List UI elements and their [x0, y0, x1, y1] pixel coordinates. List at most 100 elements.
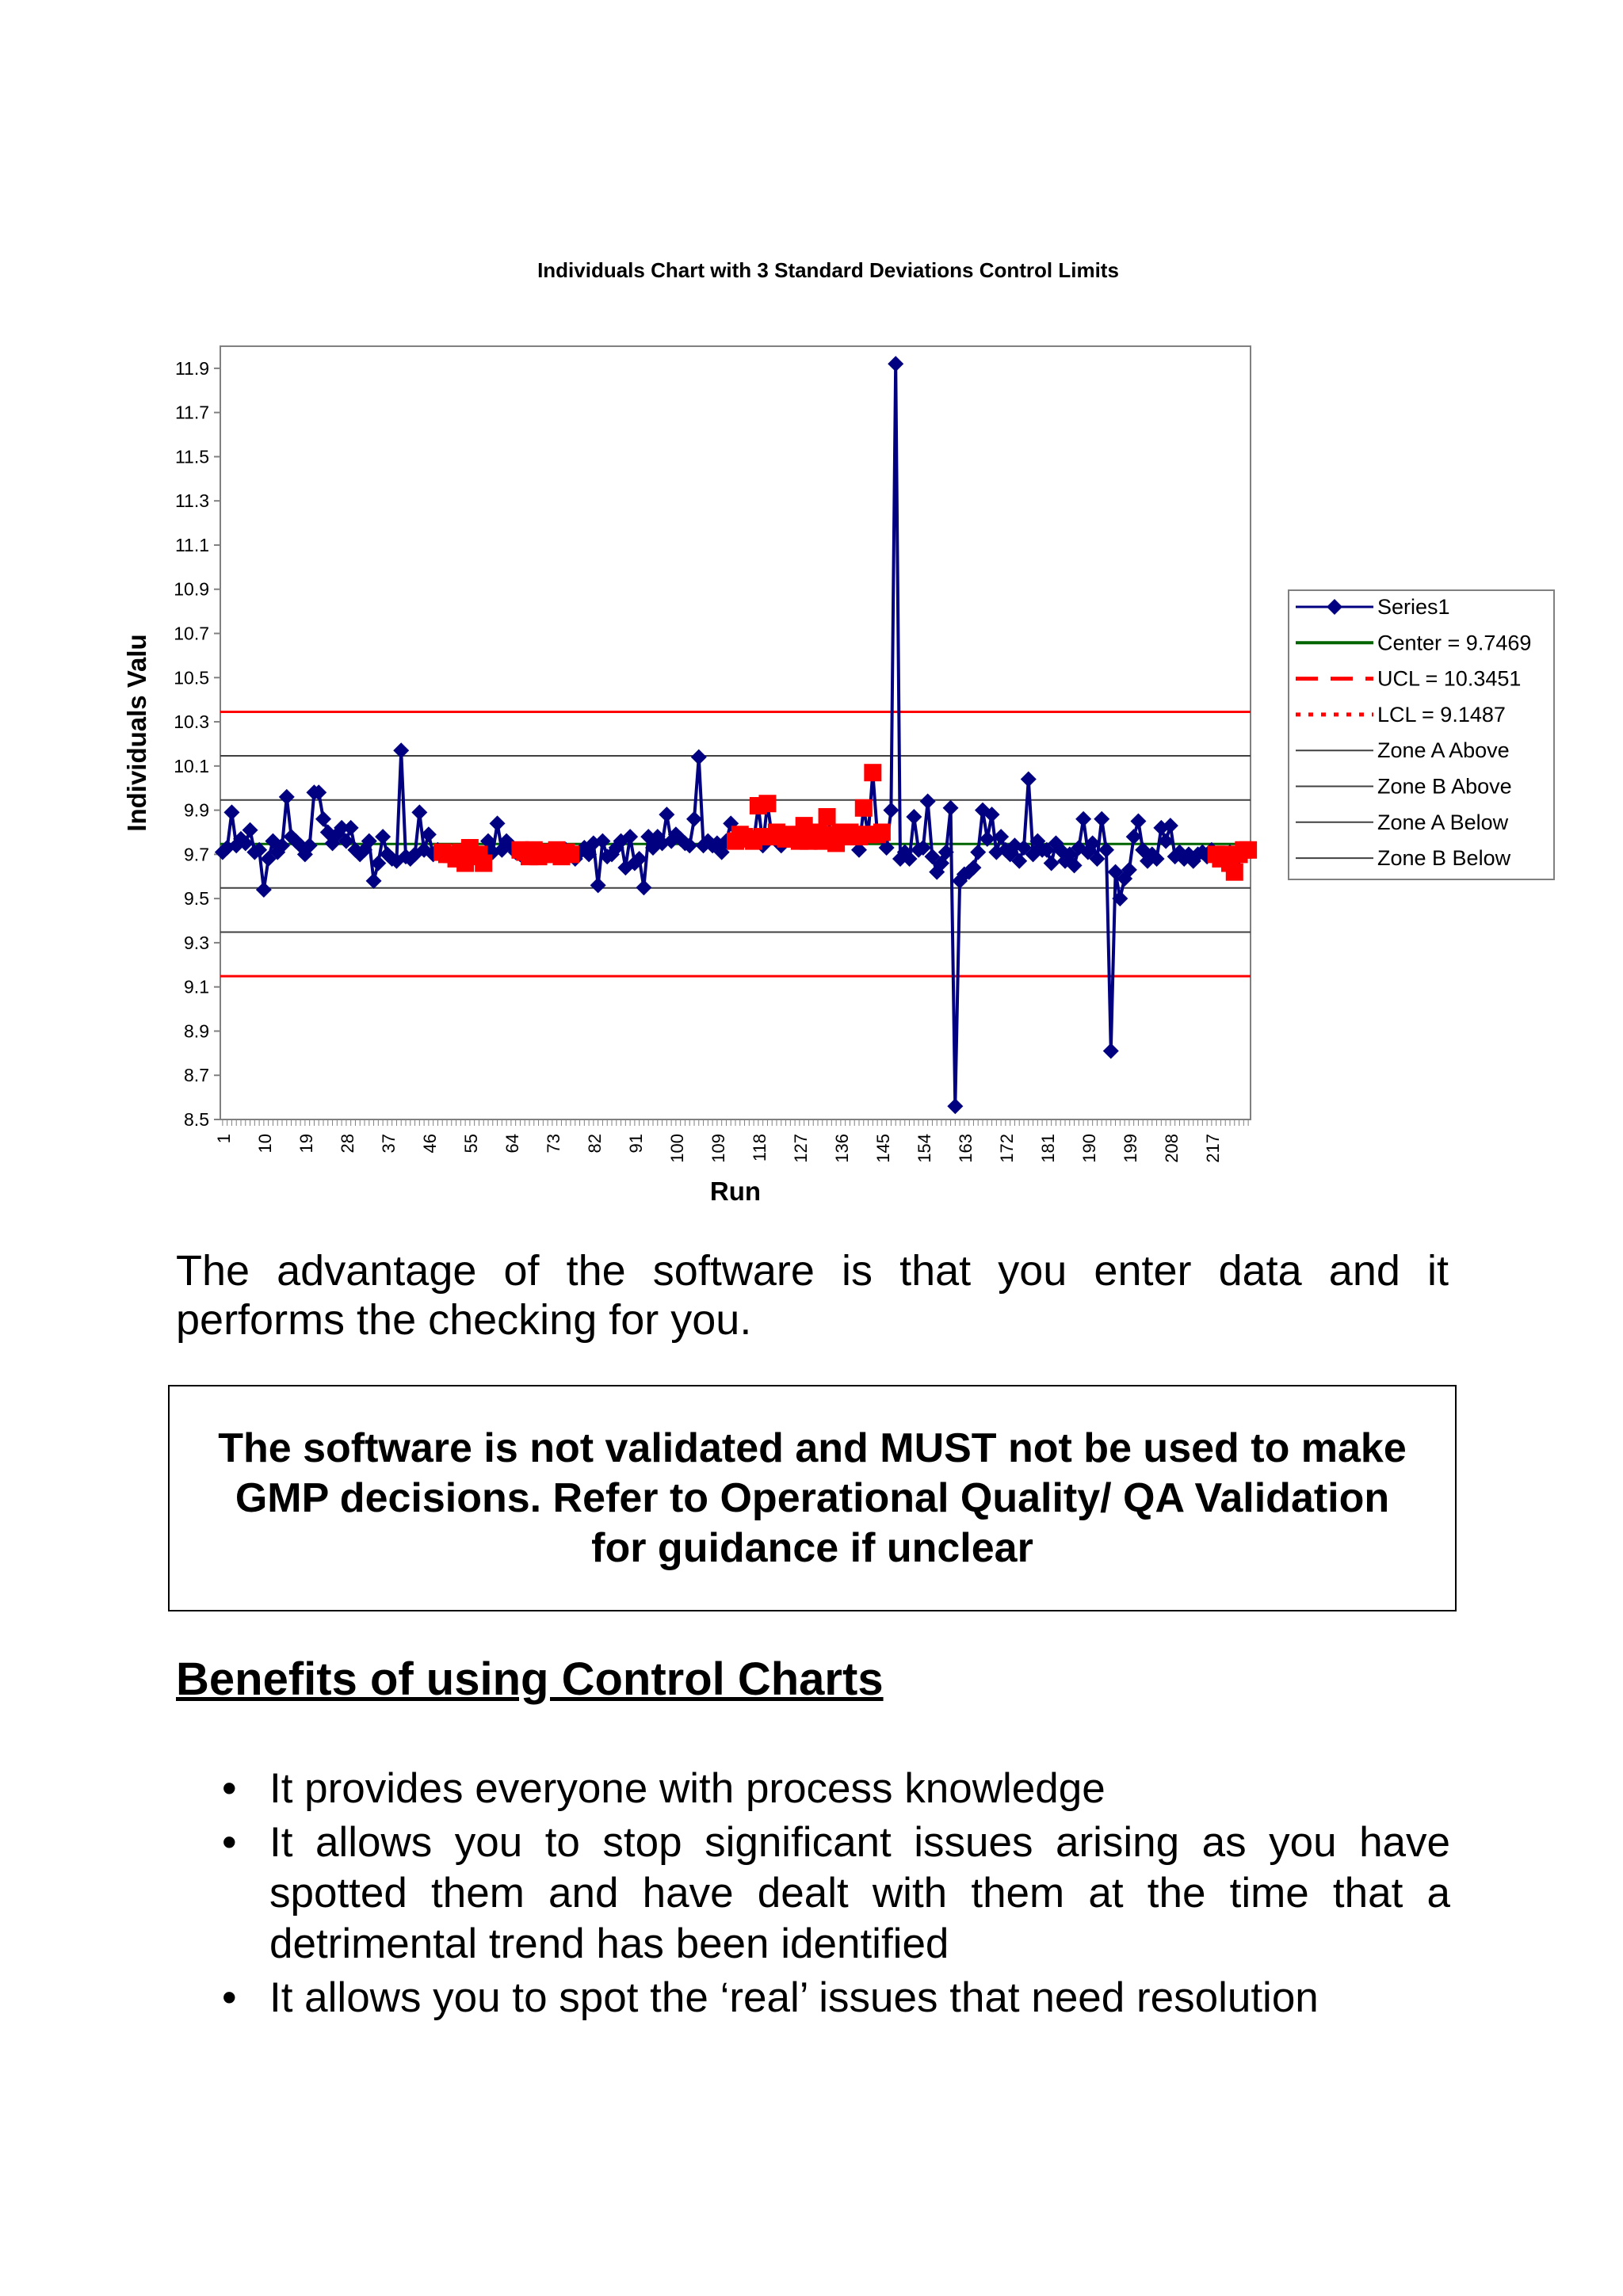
plot-area — [220, 345, 1251, 1120]
x-tick-label: 73 — [544, 1134, 563, 1153]
series1-point — [690, 749, 707, 765]
series1-point — [338, 833, 354, 849]
x-tick-label: 199 — [1121, 1134, 1140, 1163]
series1-point — [883, 802, 899, 818]
series1-point — [1148, 850, 1165, 867]
series1-point — [965, 860, 982, 876]
x-tick-label: 28 — [338, 1134, 357, 1153]
legend-label: Series1 — [1377, 595, 1450, 619]
series1-point — [915, 840, 931, 856]
validation-notice-text: The software is not validated and MUST n… — [218, 1425, 1407, 1571]
flagged-point — [873, 823, 891, 841]
series1-point — [365, 872, 382, 889]
x-tick-label: 145 — [873, 1134, 893, 1163]
bullet-icon: • — [222, 1974, 237, 2021]
series1-point — [251, 841, 268, 858]
series1-point — [255, 881, 272, 898]
flagged-point — [1239, 841, 1258, 859]
series1-point — [1130, 813, 1147, 830]
y-tick-label: 8.5 — [184, 1109, 209, 1130]
flagged-point — [562, 845, 579, 864]
list-item-text: It allows you to spot the ‘real’ issues … — [269, 1974, 1319, 2021]
series1-point — [1043, 855, 1060, 871]
y-tick-label: 11.7 — [175, 402, 209, 423]
series1-point — [334, 819, 350, 836]
series1-point — [947, 1098, 964, 1115]
series1-point — [1125, 829, 1142, 845]
series1-point — [1089, 850, 1106, 867]
series1-point — [1098, 841, 1114, 858]
series1-point — [1121, 861, 1137, 878]
series1-point — [1066, 857, 1083, 874]
series1-point — [1084, 835, 1101, 852]
series1-point — [489, 815, 506, 832]
series1-point — [594, 833, 611, 849]
series1-point — [851, 841, 867, 858]
series1-point — [622, 829, 639, 845]
list-item: • It allows you to spot the ‘real’ issues… — [222, 1973, 1450, 2023]
validation-notice-box: The software is not validated and MUST n… — [168, 1385, 1457, 1611]
x-tick-label: 37 — [379, 1134, 399, 1153]
series1-point — [274, 837, 290, 854]
x-tick-label: 64 — [502, 1134, 522, 1153]
flagged-point — [475, 854, 493, 872]
bullet-icon: • — [222, 1819, 237, 1866]
flagged-point — [1225, 863, 1243, 881]
series1-point — [938, 844, 954, 860]
series1-point — [686, 810, 702, 827]
series1-point — [636, 879, 652, 896]
x-tick-label: 136 — [832, 1134, 852, 1163]
series1-point — [420, 826, 437, 843]
x-tick-label: 190 — [1079, 1134, 1099, 1163]
series1-point — [223, 804, 240, 821]
series1-point — [901, 850, 918, 867]
series1-point — [590, 877, 606, 894]
series1-point — [906, 808, 922, 825]
y-tick-label: 11.5 — [175, 446, 209, 467]
series1-point — [970, 844, 987, 860]
flagged-point — [864, 764, 882, 782]
series1-point — [311, 784, 327, 801]
flagged-point — [854, 799, 873, 817]
series1-point — [1020, 771, 1037, 788]
benefits-heading: Benefits of using Control Charts — [176, 1653, 884, 1705]
x-tick-label: 109 — [708, 1134, 728, 1163]
legend-label: Zone B Below — [1377, 846, 1511, 870]
series1-point — [1158, 833, 1174, 849]
series1-point — [242, 822, 258, 838]
series1-point — [888, 356, 904, 372]
bullet-icon: • — [222, 1765, 237, 1812]
x-tick-label: 217 — [1203, 1134, 1223, 1163]
y-tick-label: 8.7 — [184, 1065, 209, 1085]
y-tick-label: 11.1 — [175, 535, 209, 555]
series1-point — [1162, 818, 1178, 834]
list-item-text: It provides everyone with process knowle… — [269, 1765, 1106, 1812]
legend-marker — [1327, 599, 1342, 615]
y-tick-label: 10.3 — [174, 711, 209, 732]
x-tick-label: 127 — [791, 1134, 811, 1163]
legend-label: Zone A Above — [1377, 738, 1510, 762]
x-tick-label: 19 — [296, 1134, 316, 1153]
y-tick-label: 10.5 — [174, 667, 209, 688]
x-tick-label: 10 — [255, 1134, 275, 1153]
series1-point — [315, 810, 331, 827]
series1-point — [1094, 810, 1110, 827]
x-tick-label: 55 — [461, 1134, 481, 1153]
x-tick-label: 91 — [626, 1134, 646, 1153]
body-paragraph: The advantage of the software is that yo… — [176, 1247, 1449, 1344]
legend-label: LCL = 9.1487 — [1377, 703, 1506, 727]
series1-point — [393, 742, 410, 759]
x-tick-label: 163 — [956, 1134, 976, 1163]
series1-point — [1075, 810, 1092, 827]
series1-point — [942, 799, 959, 816]
list-item: • It allows you to stop significant issue… — [222, 1817, 1450, 1970]
x-tick-label: 154 — [915, 1134, 934, 1163]
legend-label: Zone A Below — [1377, 810, 1509, 834]
series1-point — [919, 793, 936, 810]
legend-box — [1288, 589, 1555, 880]
x-tick-label: 172 — [997, 1134, 1017, 1163]
series1-point — [878, 840, 895, 856]
series1-point — [979, 830, 995, 847]
control-chart: 11.9 11.7 11.5 11.3 11.1 10.9 10.7 10.5 10.3 10.1… — [122, 345, 1555, 1206]
y-tick-label: 10.1 — [174, 756, 209, 776]
